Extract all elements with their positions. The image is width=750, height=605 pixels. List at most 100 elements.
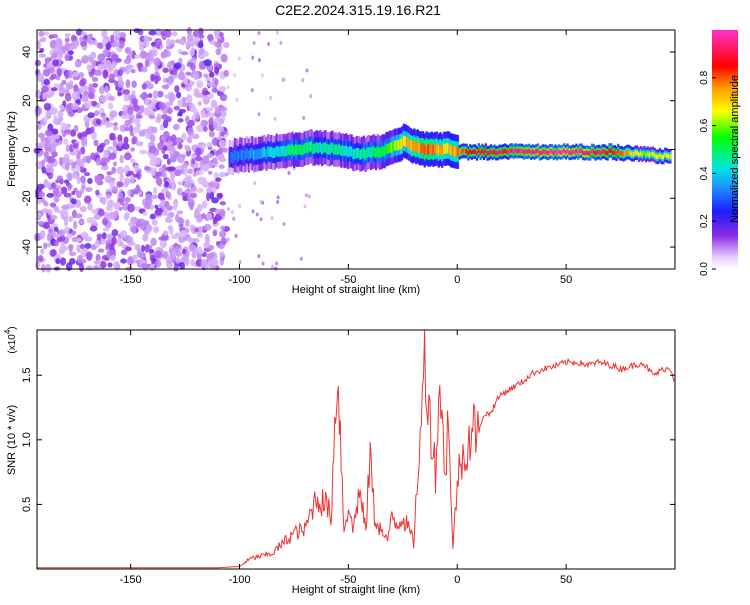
spectrogram-noise-cell — [210, 99, 218, 109]
spectrogram-y-tick-label: 0 — [21, 146, 33, 152]
spectrogram-noise-cell — [91, 209, 99, 215]
spectrogram-ridge-cell — [578, 148, 581, 154]
spectrogram-ridge-cell — [362, 147, 365, 158]
spectrogram-noise-cell — [59, 104, 65, 110]
spectrogram-ridge-cell — [348, 146, 352, 157]
spectrogram-noise-cell — [148, 30, 157, 36]
spectrogram-ridge-cell — [401, 138, 404, 149]
spectrogram-ridge-cell — [512, 149, 515, 154]
spectrogram-noise-cell — [112, 126, 119, 131]
spectrogram-noise-cell — [217, 154, 225, 162]
spectrogram-noise-cell — [101, 196, 107, 206]
spectrogram-noise-cell — [51, 128, 59, 135]
spectrogram-noise-cell — [60, 122, 67, 131]
spectrogram-ridge-cell — [357, 147, 360, 159]
spectrogram-noise-cell — [205, 76, 211, 83]
spectrogram-ridge-cell — [556, 150, 559, 156]
spectrogram-noise-cell — [86, 34, 92, 44]
spectrogram-noise-cell — [64, 93, 72, 102]
spectrogram-noise-cell — [173, 62, 182, 69]
spectrogram-noise-cell — [135, 114, 143, 119]
spectrogram-noise-cell — [166, 38, 172, 48]
spectrogram-ridge-cell — [242, 150, 245, 161]
spectrogram-noise-cell — [62, 209, 69, 218]
spectrogram-ridge-cell — [246, 148, 249, 159]
spectrogram-noise-cell — [131, 97, 139, 106]
spectrogram-noise-cell — [45, 109, 52, 118]
spectrogram-noise-cell — [71, 90, 80, 100]
spectrogram-noise-cell — [204, 233, 210, 242]
spectrogram-ridge-cell — [667, 154, 670, 159]
spectrogram-ridge-cell — [488, 150, 491, 156]
spectrogram-noise-cell — [35, 142, 40, 147]
spectrogram-ridge-cell — [425, 143, 428, 154]
spectrogram-ridge-cell — [502, 149, 505, 154]
spectrogram-ridge-cell — [650, 151, 653, 157]
spectrogram-ridge-cell — [296, 144, 299, 156]
spectrogram-noise-cell — [147, 110, 156, 116]
spectrogram-noise-cell — [81, 95, 87, 101]
spectrogram-noise-cell — [93, 260, 100, 265]
spectrogram-ridge-cell — [308, 141, 311, 152]
spectrogram-noise-cell — [139, 93, 147, 99]
spectrogram-ridge-cell — [665, 153, 669, 158]
spectrogram-noise-cell — [133, 164, 140, 172]
spectrogram-ridge-cell — [547, 150, 550, 156]
spectrogram-noise-cell — [221, 116, 226, 121]
spectrogram-ridge-cell — [489, 149, 493, 154]
spectrogram-noise-cell — [218, 38, 225, 43]
spectrogram-noise-cell — [173, 123, 180, 131]
spectrogram-noise-cell — [202, 155, 210, 165]
spectrogram-ridge-cell — [521, 149, 524, 154]
spectrogram-noise-cell — [43, 31, 49, 36]
spectrogram-noise-cell — [100, 157, 108, 162]
spectrogram-noise-cell — [190, 259, 196, 267]
spectrogram-noise-cell — [108, 211, 115, 220]
spectrogram-ridge-cell — [474, 149, 477, 154]
spectrogram-noise-cell — [124, 126, 130, 132]
spectrogram-noise-cell — [178, 71, 185, 81]
spectrogram-noise-cell — [122, 110, 127, 116]
spectrogram-ridge-cell — [622, 152, 625, 157]
spectrogram-noise-cell — [54, 240, 59, 247]
spectrogram-noise-cell — [146, 83, 154, 90]
spectrogram-noise-cell — [53, 134, 60, 140]
spectrogram-ridge-cell — [421, 143, 425, 154]
spectrogram-noise-cell — [72, 142, 79, 149]
spectrogram-noise-cell — [140, 222, 147, 231]
spectrogram-noise-cell — [160, 135, 166, 141]
spectrogram-noise-cell — [108, 73, 115, 82]
spectrogram-noise-cell — [165, 216, 172, 223]
spectrogram-ridge-cell — [456, 146, 460, 157]
spectrogram-noise-cell — [56, 68, 62, 77]
spectrogram-ridge-cell — [374, 148, 378, 159]
spectrogram-ridge-cell — [239, 149, 242, 160]
spectrogram-noise-cell — [161, 84, 170, 90]
spectrogram-noise-cell — [91, 59, 96, 69]
spectrogram-noise-cell — [189, 62, 196, 71]
spectrogram-ridge-cell — [523, 150, 526, 155]
spectrogram-noise-cell — [154, 204, 159, 210]
spectrogram-ridge-cell — [275, 145, 278, 156]
spectrogram-noise-cell — [36, 73, 45, 82]
spectrogram-noise-cell — [157, 141, 165, 151]
spectrogram-noise-cell — [154, 209, 162, 216]
spectrogram-noise-cell — [187, 127, 194, 136]
spectrogram-noise-cell — [140, 263, 149, 269]
spectrogram-ridge-cell — [416, 141, 419, 152]
spectrogram-noise-cell — [218, 164, 225, 169]
spectrogram-noise-cell — [250, 88, 254, 93]
spectrogram-ridge-cell — [514, 148, 517, 153]
spectrogram-noise-cell — [149, 134, 156, 143]
spectrogram-noise-cell — [220, 53, 228, 63]
spectrogram-noise-cell — [154, 250, 162, 259]
spectrogram-ridge-cell — [380, 147, 383, 158]
spectrogram-noise-cell — [162, 153, 169, 160]
spectrogram-noise-cell — [124, 177, 130, 186]
spectrogram-noise-cell — [131, 225, 137, 235]
spectrogram-noise-cell — [155, 176, 163, 186]
spectrogram-ridge-cell — [617, 148, 620, 154]
spectrogram-noise-cell — [133, 28, 141, 34]
spectrogram-noise-cell — [40, 159, 45, 168]
spectrogram-ridge-cell — [312, 143, 315, 154]
